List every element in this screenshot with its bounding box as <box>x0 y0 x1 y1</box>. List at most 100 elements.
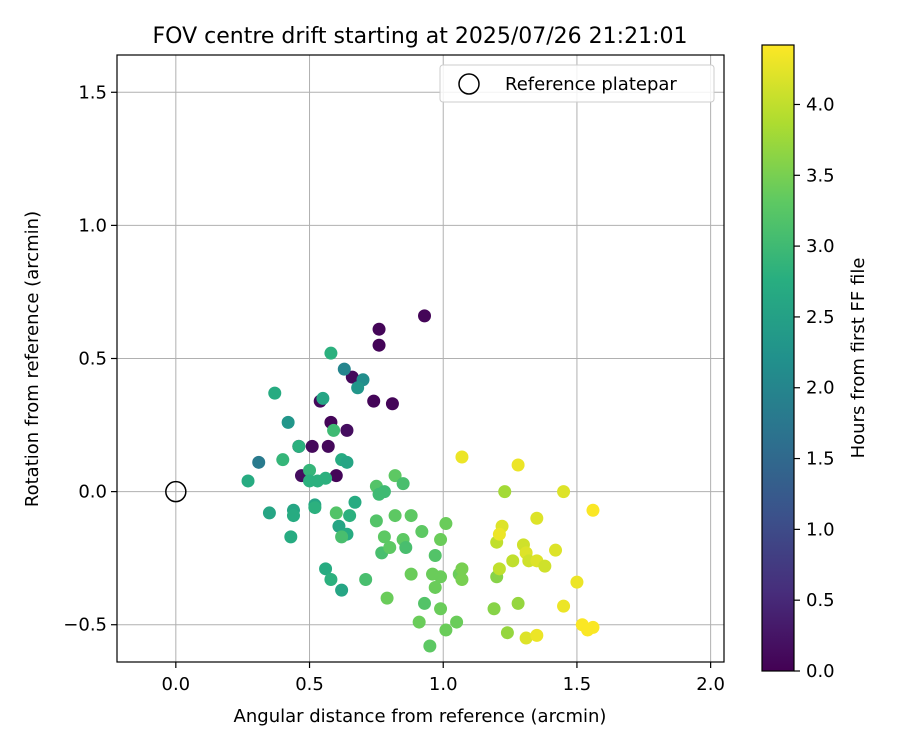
data-point <box>434 533 448 547</box>
data-point <box>359 572 373 586</box>
colorbar-label: Hours from first FF file <box>848 258 869 459</box>
data-point <box>241 474 255 488</box>
data-point <box>418 596 432 610</box>
data-point <box>385 397 399 411</box>
data-point <box>262 506 276 520</box>
legend: Reference platepar <box>439 64 715 103</box>
data-point <box>428 549 442 563</box>
data-point <box>439 517 453 531</box>
data-point <box>303 463 317 477</box>
legend-marker-icon <box>458 73 480 95</box>
data-point <box>557 485 571 499</box>
x-tick-label: 1.0 <box>429 674 458 695</box>
data-point <box>388 509 402 523</box>
data-point <box>252 455 266 469</box>
data-point <box>372 322 386 336</box>
data-point <box>348 495 362 509</box>
data-point <box>345 370 359 384</box>
data-point <box>329 469 343 483</box>
data-point <box>455 562 469 576</box>
data-point <box>487 602 501 616</box>
data-point <box>372 338 386 352</box>
data-point <box>570 575 584 589</box>
data-point <box>324 572 338 586</box>
colorbar-tick-label: 1.5 <box>806 449 835 470</box>
data-point <box>586 503 600 517</box>
x-axis-label: Angular distance from reference (arcmin) <box>234 706 607 727</box>
colorbar-tick-label: 0.5 <box>806 590 835 611</box>
data-point <box>530 511 544 525</box>
data-point <box>340 423 354 437</box>
data-point <box>377 485 391 499</box>
data-point <box>439 623 453 637</box>
data-point <box>377 530 391 544</box>
data-point <box>396 477 410 491</box>
legend-label: Reference platepar <box>505 74 677 95</box>
data-point <box>292 439 306 453</box>
data-point <box>319 471 333 485</box>
data-point <box>369 514 383 528</box>
data-point <box>538 559 552 573</box>
data-point <box>399 541 413 555</box>
data-point <box>404 509 418 523</box>
colorbar-tick-label: 3.5 <box>806 165 835 186</box>
data-point <box>404 567 418 581</box>
data-point <box>423 639 437 653</box>
data-point <box>383 541 397 555</box>
colorbar-tick-label: 3.0 <box>806 236 835 257</box>
y-tick-label: 0.5 <box>78 349 107 370</box>
data-point <box>327 423 341 437</box>
x-tick-label: 2.0 <box>696 674 725 695</box>
grid <box>117 55 724 662</box>
x-tick-label: 0.5 <box>295 674 324 695</box>
data-point <box>324 346 338 360</box>
data-points <box>241 309 600 653</box>
data-point <box>506 554 520 568</box>
data-point <box>380 591 394 605</box>
data-point <box>388 469 402 483</box>
data-point <box>455 450 469 464</box>
data-point <box>434 602 448 616</box>
colorbar-ticks: 0.0 0.5 1.0 1.5 2.0 2.5 3.0 3.5 4.0 <box>794 94 835 682</box>
data-point <box>343 509 357 523</box>
y-axis: 1.5 1.0 0.5 0.0 −0.5 <box>63 82 117 636</box>
data-point <box>492 562 506 576</box>
data-point <box>316 391 330 405</box>
x-tick-label: 0.0 <box>162 674 191 695</box>
data-point <box>511 458 525 472</box>
colorbar-tick-label: 2.0 <box>806 378 835 399</box>
colorbar-gradient <box>761 44 795 672</box>
y-tick-label: 1.5 <box>78 82 107 103</box>
data-point <box>500 626 514 640</box>
data-point <box>492 527 506 541</box>
x-axis: 0.0 0.5 1.0 1.5 2.0 <box>162 662 725 695</box>
colorbar-tick-label: 1.0 <box>806 519 835 540</box>
data-point <box>412 615 426 629</box>
data-point <box>284 530 298 544</box>
data-point <box>351 381 365 395</box>
data-point <box>455 572 469 586</box>
data-point <box>268 386 282 400</box>
data-point <box>276 453 290 467</box>
data-point <box>305 439 319 453</box>
data-point <box>434 570 448 584</box>
data-point <box>329 506 343 520</box>
legend-box <box>439 64 715 103</box>
data-point <box>335 583 349 597</box>
y-tick-label: −0.5 <box>63 615 107 636</box>
data-point <box>335 530 349 544</box>
data-point <box>286 509 300 523</box>
chart-title: FOV centre drift starting at 2025/07/26 … <box>153 24 688 49</box>
data-point <box>498 485 512 499</box>
data-point <box>332 519 346 533</box>
data-point <box>340 455 354 469</box>
data-point <box>337 362 351 376</box>
y-axis-label: Rotation from reference (arcmin) <box>22 211 43 507</box>
data-point <box>367 394 381 408</box>
y-tick-label: 0.0 <box>78 482 107 503</box>
data-point <box>321 439 335 453</box>
data-point <box>428 580 442 594</box>
data-point <box>586 620 600 634</box>
data-point <box>281 415 295 429</box>
